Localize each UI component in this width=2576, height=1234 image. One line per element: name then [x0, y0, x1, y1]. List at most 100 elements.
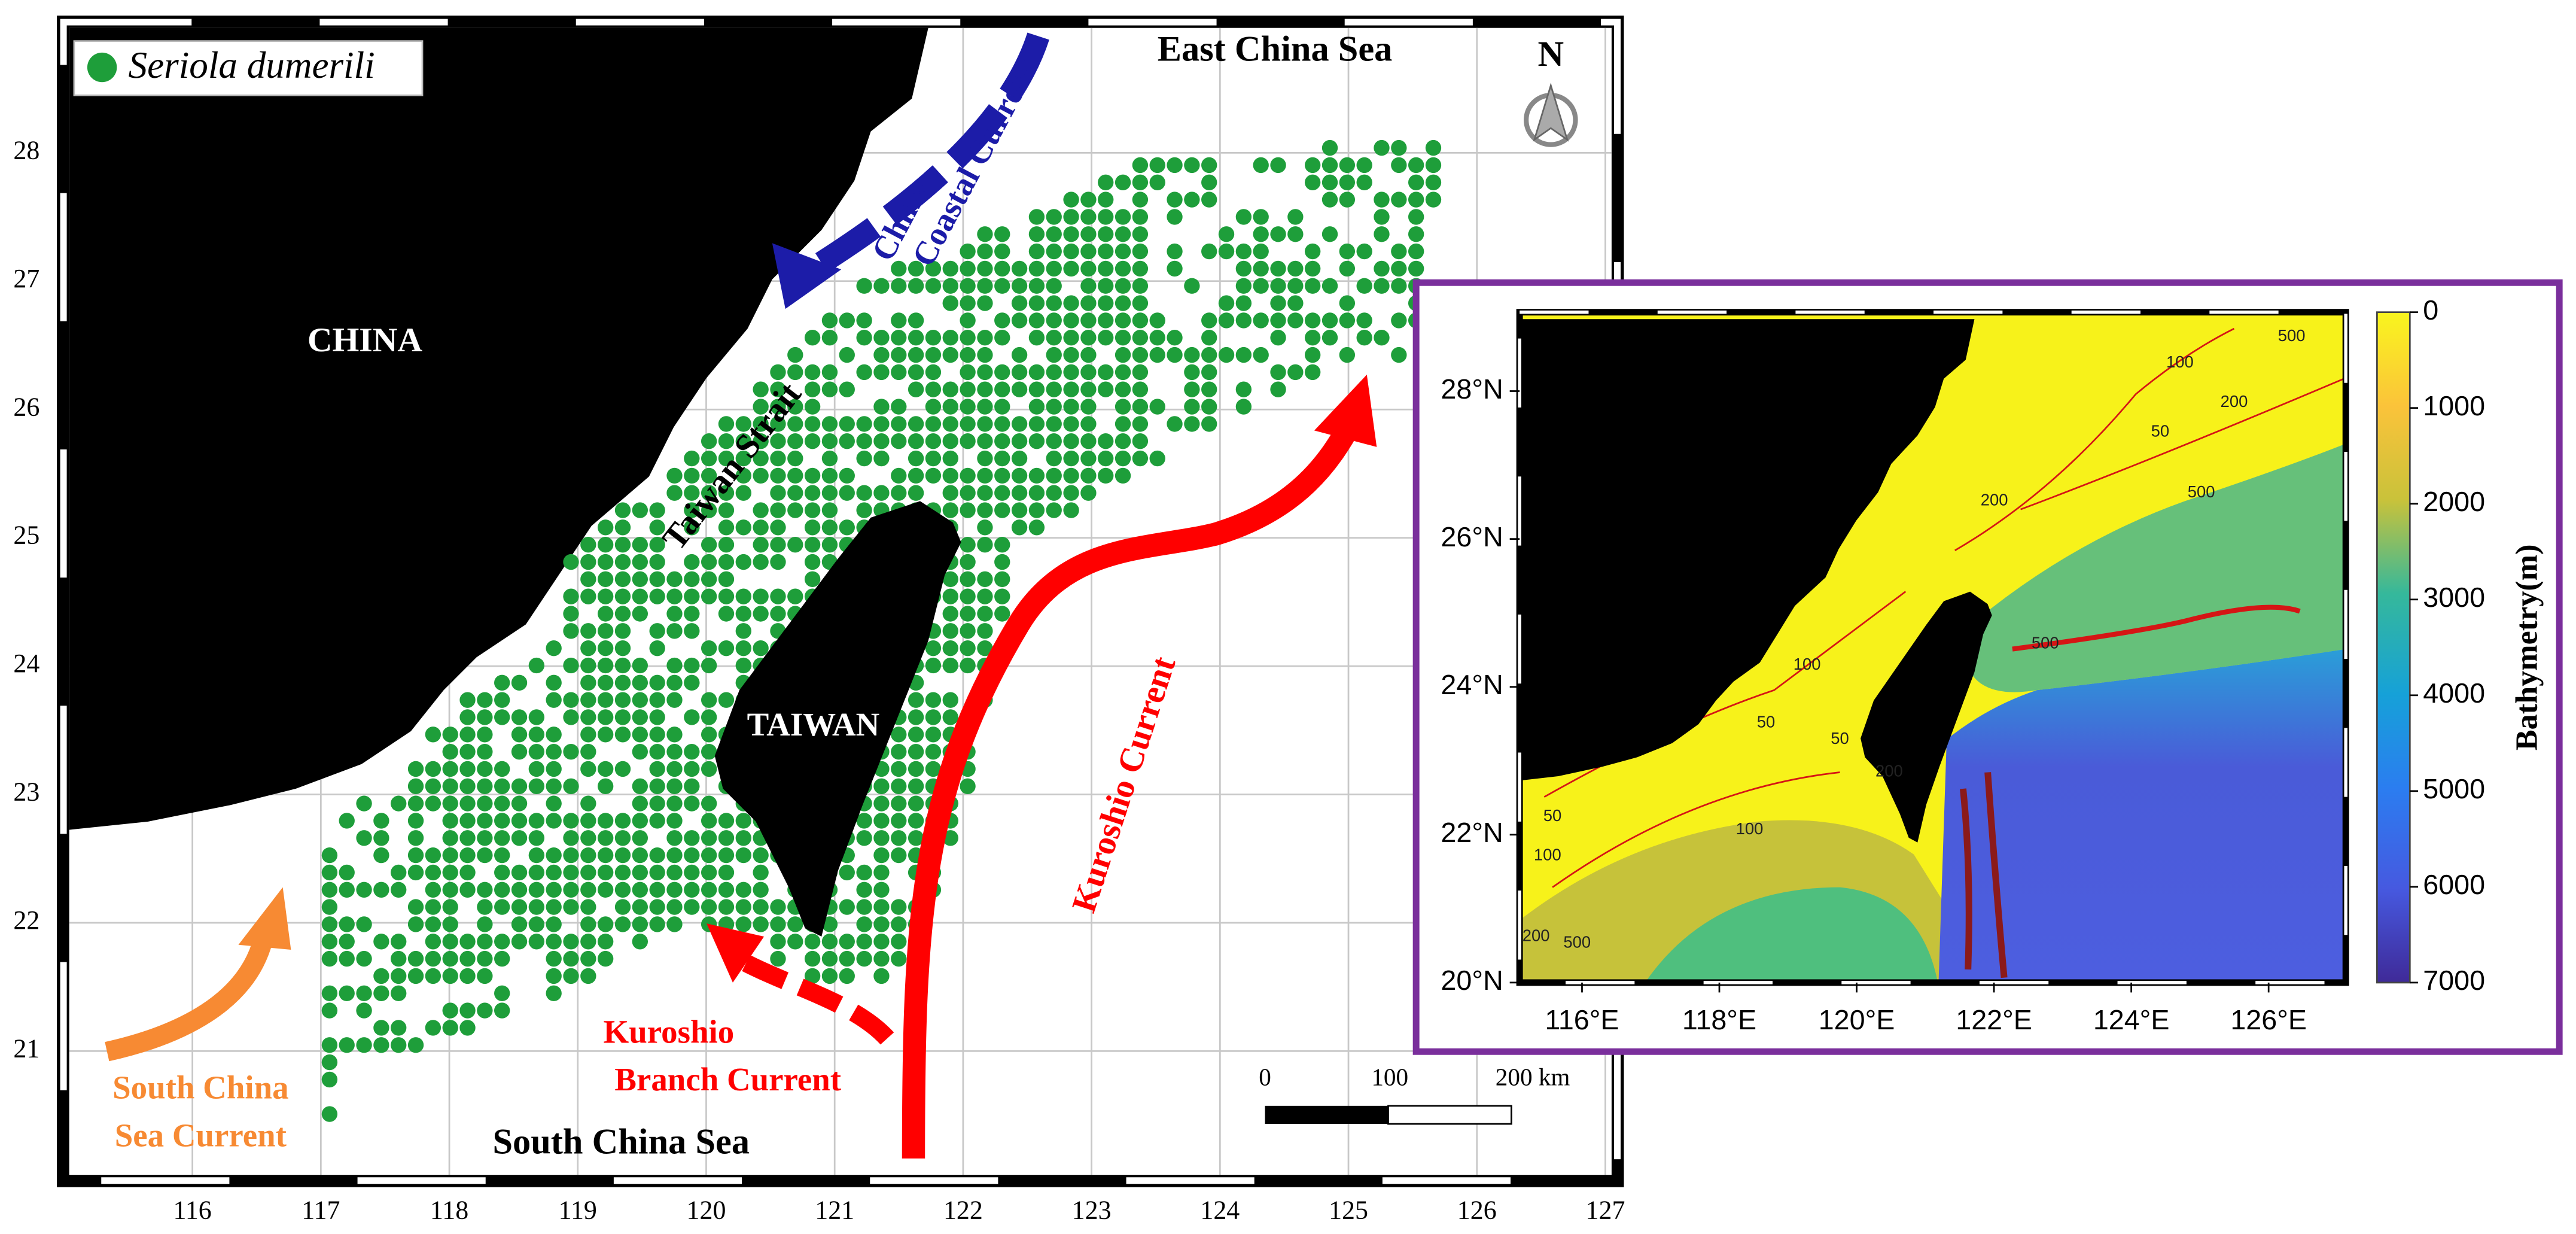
- occurrence-dot: [701, 692, 717, 708]
- occurrence-dot: [1080, 347, 1097, 363]
- y-tick-label: 24: [13, 649, 39, 678]
- occurrence-dot: [1098, 209, 1114, 225]
- occurrence-dot: [908, 727, 924, 743]
- occurrence-dot: [666, 606, 683, 622]
- occurrence-dot: [718, 571, 735, 588]
- occurrence-dot: [1011, 416, 1028, 432]
- occurrence-dot: [1046, 416, 1062, 432]
- occurrence-dot: [580, 554, 596, 570]
- colorbar-tick-label: 5000: [2423, 773, 2485, 804]
- occurrence-dot: [942, 588, 958, 604]
- occurrence-dot: [494, 882, 510, 898]
- occurrence-dot: [960, 416, 976, 432]
- occurrence-dot: [701, 882, 717, 898]
- occurrence-dot: [839, 934, 855, 950]
- occurrence-dot: [477, 882, 493, 898]
- occurrence-dot: [1167, 260, 1183, 277]
- occurrence-dot: [770, 899, 786, 915]
- occurrence-dot: [1011, 381, 1028, 397]
- occurrence-dot: [942, 433, 958, 449]
- occurrence-dot: [1132, 450, 1149, 467]
- occurrence-dot: [649, 743, 665, 760]
- occurrence-dot: [597, 778, 614, 794]
- occurrence-dot: [649, 554, 665, 570]
- occurrence-dot: [321, 934, 338, 950]
- occurrence-dot: [839, 381, 855, 397]
- occurrence-dot: [407, 968, 424, 984]
- occurrence-dot: [580, 882, 596, 898]
- occurrence-dot: [1322, 226, 1338, 242]
- occurrence-dot: [977, 381, 993, 397]
- occurrence-dot: [1235, 260, 1252, 277]
- occurrence-dot: [753, 450, 769, 467]
- occurrence-dot: [891, 830, 907, 846]
- occurrence-dot: [960, 243, 976, 260]
- occurrence-dot: [1235, 399, 1252, 415]
- occurrence-dot: [614, 519, 631, 536]
- occurrence-dot: [718, 433, 735, 449]
- occurrence-dot: [1322, 192, 1338, 208]
- occurrence-dot: [718, 485, 735, 501]
- occurrence-dot: [1374, 330, 1390, 346]
- occurrence-dot: [1011, 312, 1028, 329]
- occurrence-dot: [1270, 157, 1286, 174]
- occurrence-dot: [994, 433, 1010, 449]
- occurrence-dot: [1063, 260, 1079, 277]
- occurrence-dot: [580, 813, 596, 829]
- occurrence-dot: [649, 813, 665, 829]
- currents: [105, 32, 1377, 1159]
- occurrence-dot: [1115, 295, 1131, 311]
- occurrence-dot: [1425, 192, 1442, 208]
- colorbar: [2376, 311, 2411, 984]
- x-tick-label: 120°E: [1819, 1004, 1895, 1035]
- occurrence-dot: [459, 864, 476, 881]
- legend: Seriola dumerili: [73, 40, 424, 96]
- occurrence-dot: [511, 882, 528, 898]
- occurrence-dot: [770, 606, 786, 622]
- x-tick-label: 122: [943, 1195, 983, 1224]
- occurrence-dot: [960, 502, 976, 518]
- occurrence-dot: [459, 1020, 476, 1036]
- x-tick-label: 125: [1329, 1195, 1368, 1224]
- occurrence-dot: [1063, 364, 1079, 381]
- occurrence-dot: [528, 899, 545, 915]
- occurrence-dot: [891, 416, 907, 432]
- occurrence-dot: [1132, 174, 1149, 190]
- occurrence-dot: [442, 743, 458, 760]
- occurrence-dot: [821, 968, 838, 984]
- occurrence-dot: [960, 364, 976, 381]
- occurrence-dot: [459, 692, 476, 708]
- occurrence-dot: [977, 606, 993, 622]
- occurrence-dot: [942, 709, 958, 725]
- occurrence-dot: [649, 640, 665, 656]
- occurrence-dot: [546, 813, 562, 829]
- occurrence-dot: [787, 485, 803, 501]
- occurrence-dot: [891, 260, 907, 277]
- occurrence-dot: [1028, 330, 1045, 346]
- occurrence-dot: [1046, 450, 1062, 467]
- occurrence-dot: [839, 899, 855, 915]
- occurrence-dot: [407, 813, 424, 829]
- occurrence-dot: [701, 554, 717, 570]
- occurrence-dot: [701, 864, 717, 881]
- occurrence-dot: [614, 709, 631, 725]
- occurrence-dot: [1270, 330, 1286, 346]
- colorbar-tick-label: 2000: [2423, 486, 2485, 517]
- occurrence-dot: [1080, 295, 1097, 311]
- occurrence-dot: [1184, 278, 1200, 294]
- occurrence-dot: [1235, 381, 1252, 397]
- occurrence-dot: [735, 623, 751, 639]
- occurrence-dot: [1132, 347, 1149, 363]
- occurrence-dot: [321, 1106, 338, 1122]
- occurrence-dot: [873, 916, 890, 932]
- occurrence-dot: [925, 416, 942, 432]
- occurrence-dot: [442, 1002, 458, 1019]
- occurrence-dot: [597, 606, 614, 622]
- occurrence-dot: [1011, 450, 1028, 467]
- occurrence-dot: [891, 364, 907, 381]
- contour-label: 100: [1736, 819, 1764, 838]
- occurrence-dot: [1235, 312, 1252, 329]
- occurrence-dot: [787, 537, 803, 553]
- occurrence-dot: [511, 813, 528, 829]
